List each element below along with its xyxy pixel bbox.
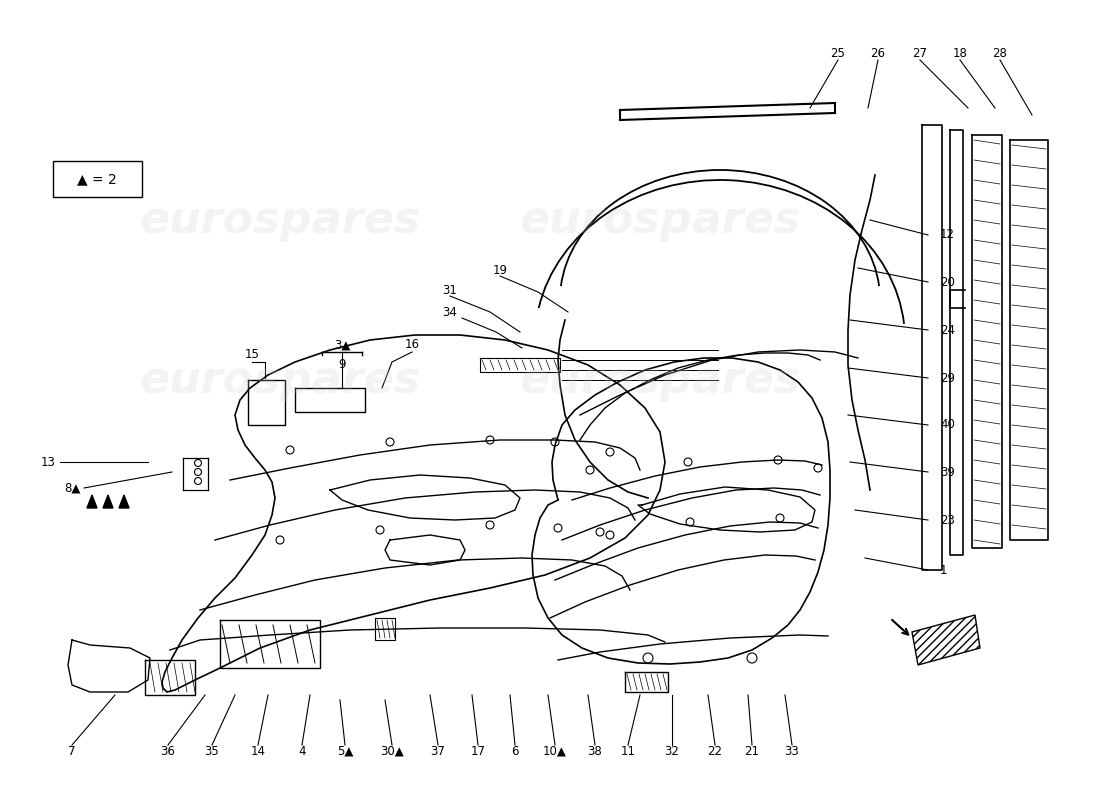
- Text: 3▲: 3▲: [333, 338, 350, 351]
- Polygon shape: [87, 495, 97, 508]
- Text: 6: 6: [512, 745, 519, 758]
- Text: 11: 11: [620, 745, 636, 758]
- Text: 9: 9: [339, 358, 345, 371]
- Text: 12: 12: [940, 229, 955, 242]
- Text: 24: 24: [940, 323, 955, 337]
- Text: 4: 4: [298, 745, 306, 758]
- Text: 26: 26: [870, 47, 886, 60]
- Text: eurospares: eurospares: [519, 198, 801, 242]
- Text: 36: 36: [161, 745, 175, 758]
- Text: 15: 15: [244, 349, 260, 362]
- Text: 10▲: 10▲: [543, 745, 566, 758]
- Text: 7: 7: [68, 745, 76, 758]
- FancyBboxPatch shape: [53, 161, 142, 197]
- Text: 32: 32: [664, 745, 680, 758]
- Text: 34: 34: [442, 306, 458, 318]
- Text: 39: 39: [940, 466, 955, 478]
- Text: 31: 31: [442, 283, 458, 297]
- Text: 5▲: 5▲: [337, 745, 353, 758]
- Text: 33: 33: [784, 745, 800, 758]
- Text: 1: 1: [940, 563, 947, 577]
- Polygon shape: [119, 495, 129, 508]
- Text: 40: 40: [940, 418, 955, 431]
- Text: eurospares: eurospares: [140, 358, 420, 402]
- Text: 17: 17: [471, 745, 485, 758]
- Text: 30▲: 30▲: [381, 745, 404, 758]
- Polygon shape: [912, 615, 980, 665]
- Text: 27: 27: [913, 47, 927, 60]
- Text: 29: 29: [940, 371, 955, 385]
- Text: 37: 37: [430, 745, 446, 758]
- Text: 13: 13: [41, 455, 55, 469]
- Polygon shape: [103, 495, 113, 508]
- Text: 25: 25: [830, 47, 846, 60]
- Text: 23: 23: [940, 514, 955, 526]
- Text: 28: 28: [992, 47, 1008, 60]
- Text: 35: 35: [205, 745, 219, 758]
- Text: eurospares: eurospares: [519, 358, 801, 402]
- Text: ▲ = 2: ▲ = 2: [77, 172, 117, 186]
- Text: 21: 21: [745, 745, 759, 758]
- Text: 19: 19: [493, 263, 507, 277]
- Text: 8▲: 8▲: [64, 482, 80, 494]
- Text: 22: 22: [707, 745, 723, 758]
- Text: 16: 16: [405, 338, 419, 351]
- Text: 18: 18: [953, 47, 967, 60]
- Text: 14: 14: [251, 745, 265, 758]
- Text: 20: 20: [940, 275, 955, 289]
- Text: 38: 38: [587, 745, 603, 758]
- Text: eurospares: eurospares: [140, 198, 420, 242]
